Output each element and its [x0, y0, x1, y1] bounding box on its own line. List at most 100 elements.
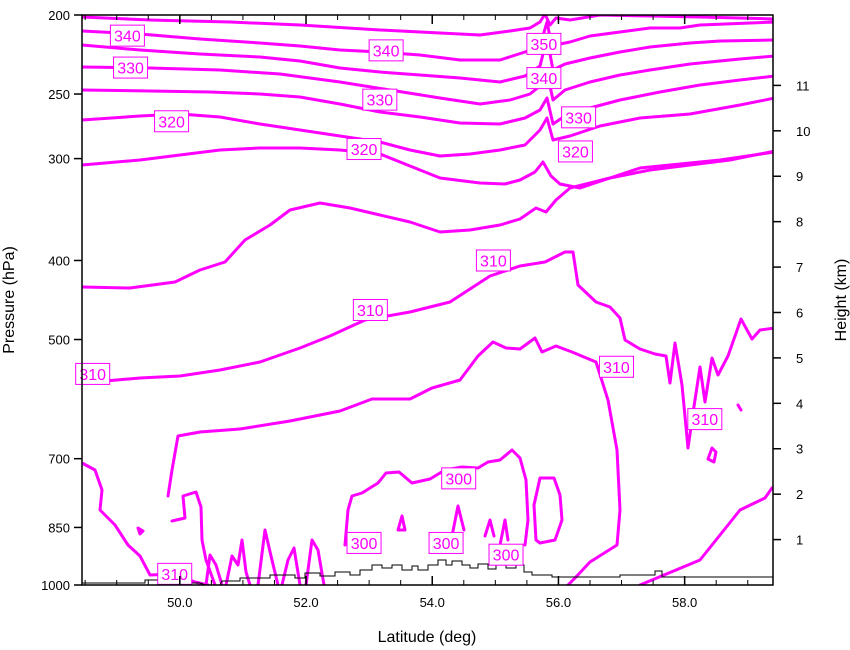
contour-line	[82, 54, 773, 106]
contour-label: 300	[441, 467, 477, 490]
contour-label: 300	[346, 531, 382, 554]
contour-label-box	[475, 249, 511, 272]
y-tick-label: 850	[48, 520, 70, 535]
contour-label-box	[362, 88, 398, 111]
contour-label: 310	[352, 298, 388, 321]
contour-label-box	[598, 355, 634, 378]
y2-tick-label: 6	[796, 305, 803, 320]
contour-label-text: 300	[493, 548, 520, 565]
contour-line	[136, 526, 145, 536]
contour-label: 330	[561, 106, 597, 129]
contour-label-box	[561, 106, 597, 129]
y2-tick-label: 8	[796, 215, 803, 230]
contour-line	[82, 149, 773, 290]
contour-label-text: 330	[117, 61, 144, 78]
contour-line	[396, 514, 407, 532]
contour-label: 320	[346, 138, 382, 161]
y-tick-label: 250	[48, 87, 70, 102]
x-axis-title: Latitude (deg)	[378, 629, 477, 646]
contour-line	[170, 490, 217, 585]
y2-tick-label: 10	[796, 124, 810, 139]
contour-label-text: 310	[357, 303, 384, 320]
contour-label-box	[488, 543, 524, 566]
contour-label-text: 330	[366, 93, 393, 110]
y-tick-label: 1000	[41, 578, 70, 593]
y-tick-label: 400	[48, 253, 70, 268]
y-axis-pressure: 200 250 300 400 500 700 850 1000	[41, 8, 82, 593]
contour-label: 300	[428, 531, 464, 554]
contour-label-text: 320	[158, 114, 185, 131]
contour-label-box	[113, 56, 149, 79]
y-tick-label: 300	[48, 152, 70, 167]
contour-label: 310	[598, 355, 634, 378]
contour-line	[256, 528, 280, 585]
contour-label-text: 320	[562, 144, 589, 161]
contour-label-box	[687, 408, 723, 431]
contour-label-text: 350	[531, 37, 558, 54]
contour-label-box	[526, 67, 562, 90]
contour-line	[82, 74, 773, 126]
contour-label-box	[109, 24, 145, 47]
contour-line	[82, 250, 773, 450]
contour-line	[82, 96, 773, 158]
contour-label-box	[557, 140, 593, 163]
contour-line	[224, 538, 252, 585]
contour-label-text: 340	[373, 43, 400, 60]
contour-label-text: 310	[79, 367, 106, 384]
contour-line	[304, 538, 326, 585]
contour-line	[706, 446, 718, 464]
contour-label-box	[526, 32, 562, 55]
contour-label-text: 320	[351, 142, 378, 159]
y2-axis-title: Height (km)	[833, 259, 850, 342]
contour-line	[204, 553, 224, 585]
plot-frame	[81, 14, 774, 586]
contour-label-box	[428, 531, 464, 554]
contour-label-text: 340	[531, 71, 558, 88]
y-axis-title: Pressure (hPa)	[1, 246, 18, 354]
contour-line	[483, 518, 496, 538]
contour-label-text: 310	[161, 567, 188, 584]
y2-tick-label: 2	[796, 487, 803, 502]
contour-line	[532, 476, 564, 545]
contour-labels: 340 340 350 330 340 330 320 330 320 320 310 310 310 3…	[75, 24, 723, 585]
contour-label: 310	[157, 562, 193, 585]
y2-tick-label: 9	[796, 169, 803, 184]
x-tick-label: 56.0	[546, 595, 571, 610]
contour-label: 320	[557, 140, 593, 163]
contour-line	[166, 336, 622, 585]
contour-label-text: 300	[351, 536, 378, 553]
contour-label-text: 310	[691, 412, 718, 429]
contour-label-text: 300	[445, 471, 472, 488]
contour-label: 310	[687, 408, 723, 431]
contour-line	[498, 518, 510, 547]
x-tick-label: 52.0	[293, 595, 318, 610]
contour-label: 330	[113, 56, 149, 79]
contour-label-text: 330	[565, 110, 592, 127]
y2-tick-label: 11	[796, 78, 810, 93]
x-tick-label: 54.0	[420, 595, 445, 610]
contour-label-box	[154, 110, 190, 133]
contour-label-text: 310	[603, 360, 630, 377]
y2-tick-label: 3	[796, 442, 803, 457]
x-tick-label: 50.0	[167, 595, 192, 610]
contour-label: 310	[75, 362, 111, 385]
contour-label-box	[352, 298, 388, 321]
y2-tick-label: 7	[796, 260, 803, 275]
contour-label-box	[75, 362, 111, 385]
contour-line	[82, 36, 773, 84]
y2-tick-label: 4	[796, 396, 803, 411]
contour-label: 300	[488, 543, 524, 566]
contour-label: 350	[526, 32, 562, 55]
terrain-profile	[82, 559, 773, 585]
y-tick-label: 200	[48, 8, 70, 23]
contour-line	[450, 504, 466, 538]
y-tick-label: 700	[48, 452, 70, 467]
contour-label-text: 310	[480, 253, 507, 270]
y2-tick-label: 1	[796, 533, 803, 548]
y-axis-height: 1 2 3 4 5 6 7 8 9 10 11	[773, 78, 810, 548]
contour-label-text: 300	[433, 536, 460, 553]
contour-label: 340	[109, 24, 145, 47]
contour-label: 330	[362, 88, 398, 111]
